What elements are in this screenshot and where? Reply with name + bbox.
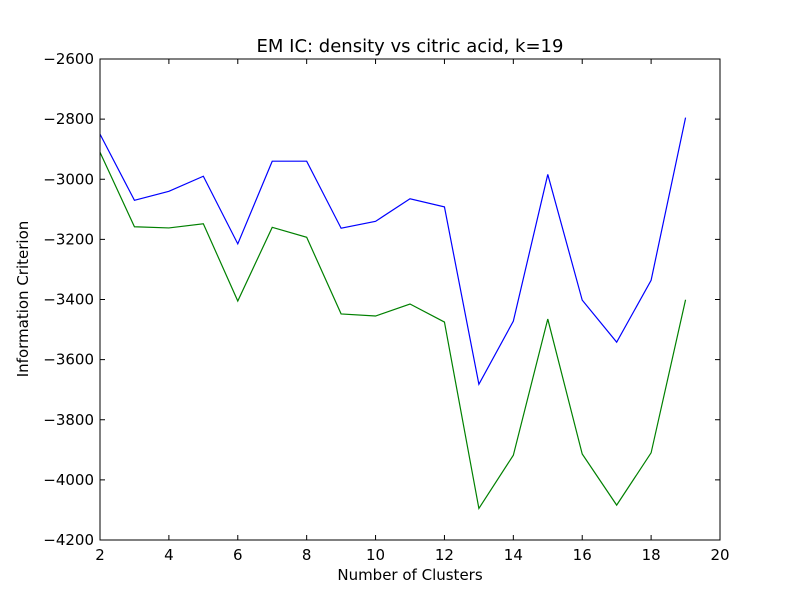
x-tick-label: 18 [642, 546, 661, 564]
x-tick-label: 8 [302, 546, 312, 564]
x-axis: 2 4 6 8 10 12 14 16 18 20 [95, 59, 730, 564]
y-tick-label: −2600 [43, 50, 94, 68]
y-tick-label: −2800 [43, 110, 94, 128]
x-tick-label: 12 [435, 546, 454, 564]
y-tick-label: −3600 [43, 351, 94, 369]
x-tick-label: 14 [504, 546, 523, 564]
x-tick-label: 6 [233, 546, 243, 564]
x-tick-label: 20 [710, 546, 729, 564]
x-tick-label: 2 [95, 546, 105, 564]
y-tick-label: −3400 [43, 291, 94, 309]
y-tick-label: −4200 [43, 531, 94, 549]
x-tick-label: 4 [164, 546, 174, 564]
y-tick-label: −3800 [43, 411, 94, 429]
x-axis-label: Number of Clusters [337, 566, 482, 584]
y-tick-label: −4000 [43, 471, 94, 489]
series-line-1 [99, 117, 687, 387]
x-tick-label: 10 [366, 546, 385, 564]
x-tick-label: 16 [573, 546, 592, 564]
chart-title: EM IC: density vs citric acid, k=19 [257, 36, 564, 57]
y-axis-label: Information Criterion [14, 221, 32, 378]
y-axis: −2600 −2800 −3000 −3200 −3400 −3600 −3800 −4000… [43, 50, 720, 549]
series-layer [99, 117, 687, 511]
y-tick-label: −3000 [43, 170, 94, 188]
series-line-2 [99, 151, 687, 511]
y-tick-label: −3200 [43, 230, 94, 248]
